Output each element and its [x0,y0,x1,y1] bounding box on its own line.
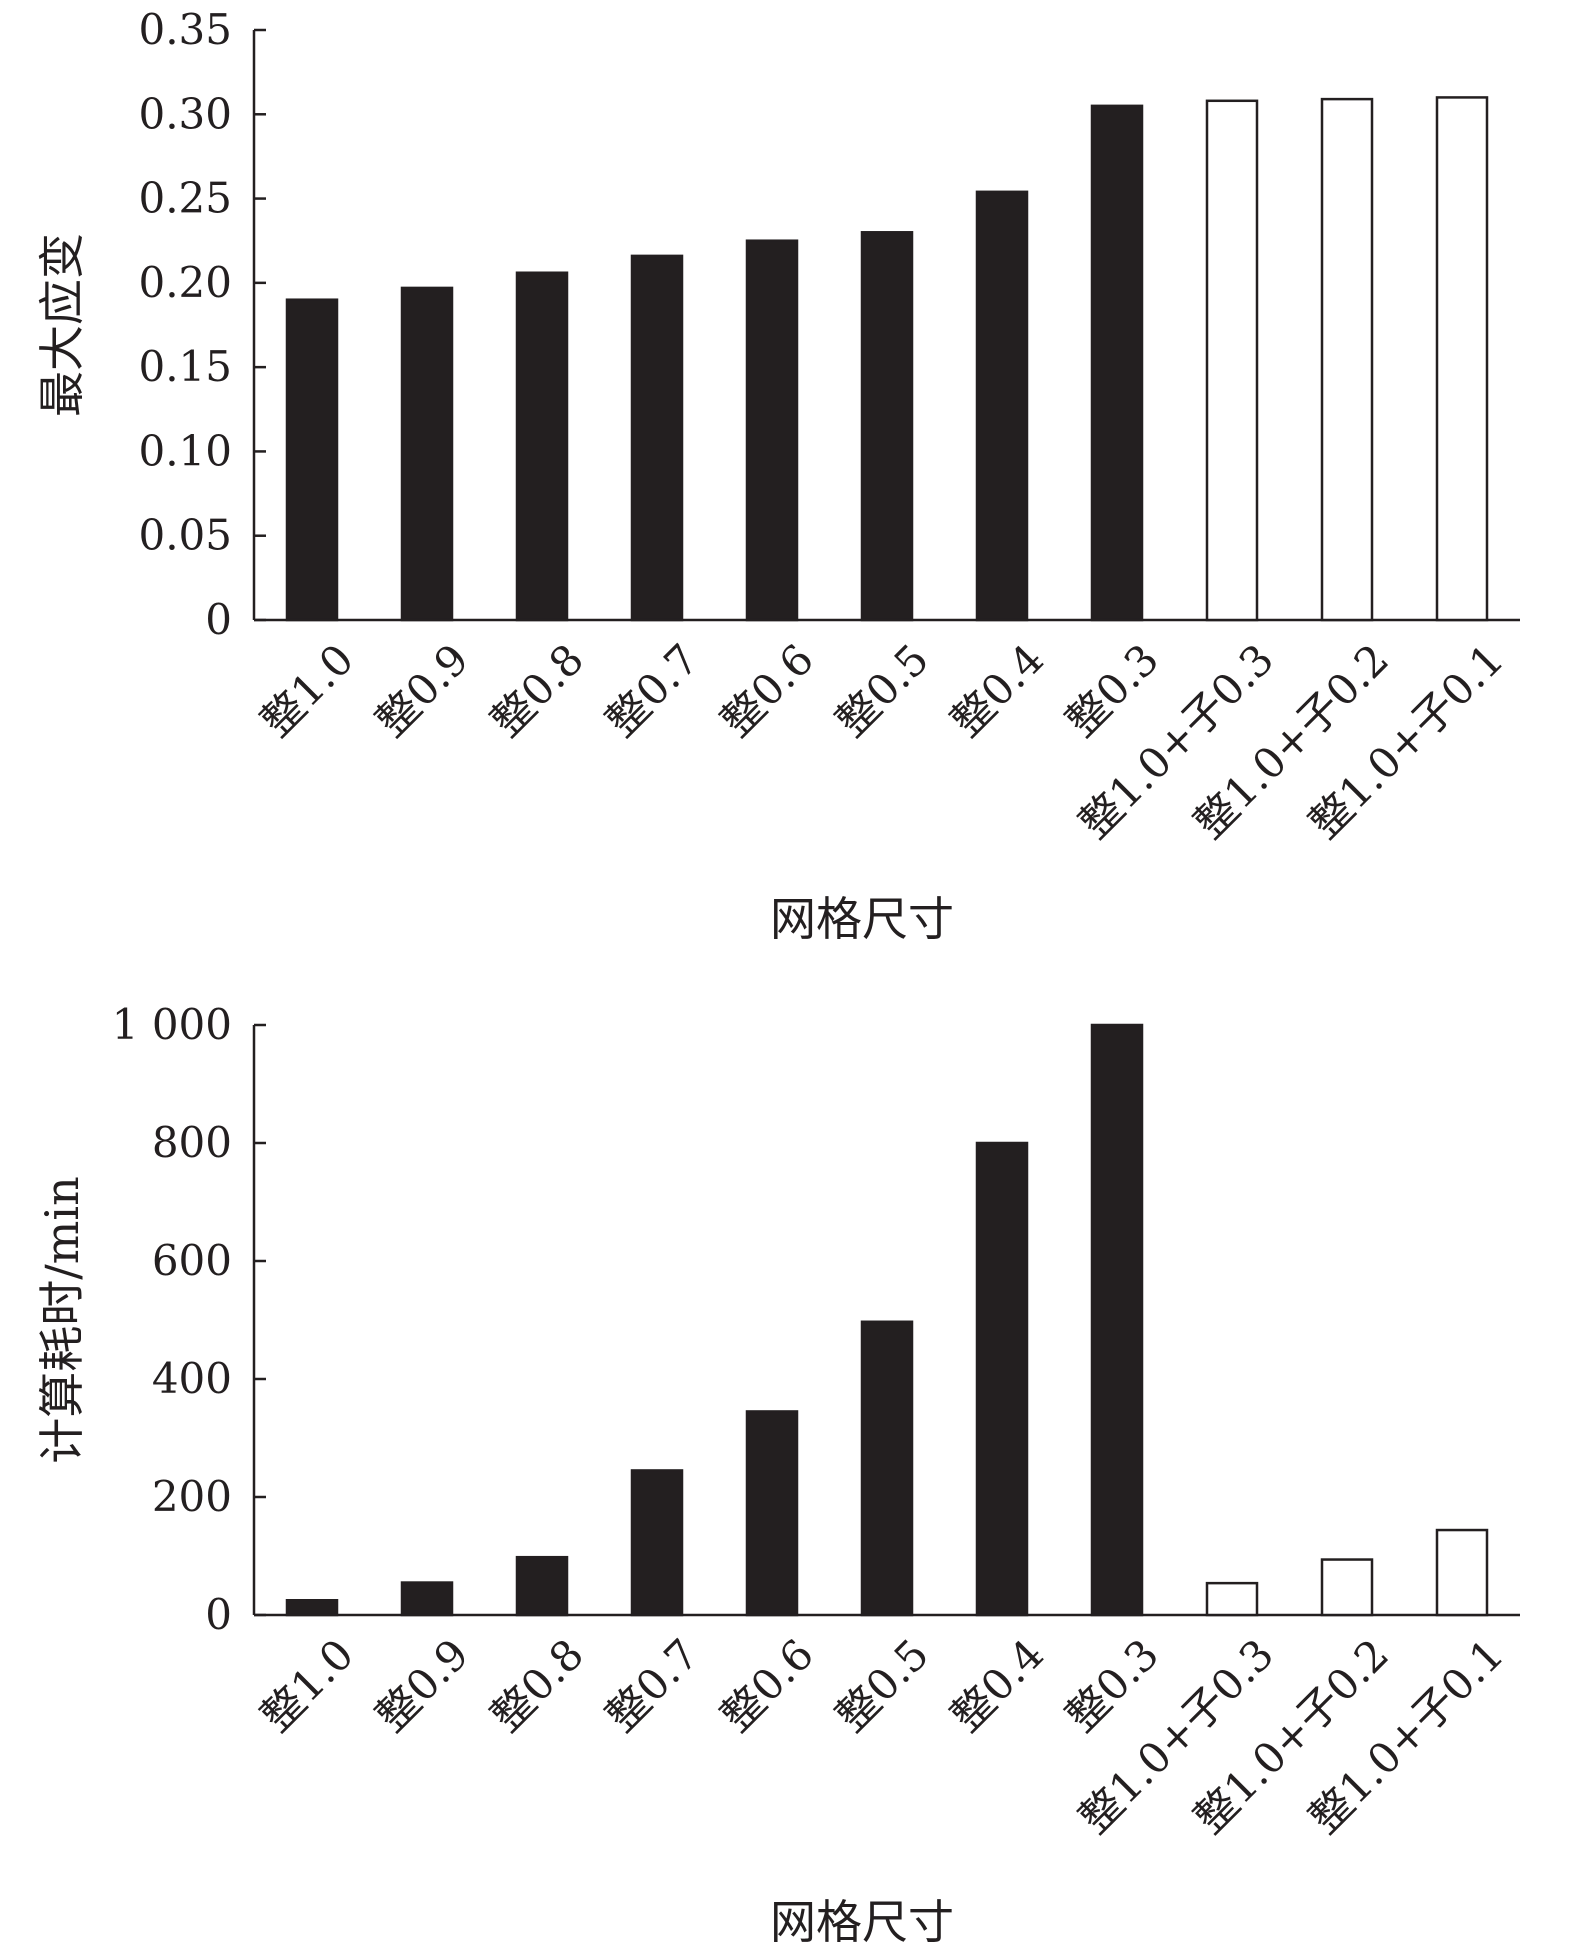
x-category-label: 整0.6 [712,634,824,746]
y-tick-label: 0 [205,1590,232,1639]
bar-4 [630,254,684,622]
y-tick-label: 600 [152,1236,232,1285]
x-category-label: 整1.0 [252,1629,364,1741]
x-category-label: 整0.8 [482,1629,594,1741]
bar-7 [975,1141,1029,1617]
bar-8 [1090,104,1144,622]
bar-5 [745,239,799,622]
y-axis-title: 计算耗时/min [35,1176,89,1463]
y-tick-label: 0.25 [138,174,232,223]
bar-11 [1435,96,1489,622]
y-tick-label: 400 [152,1354,232,1403]
bar-5 [745,1410,799,1617]
bar-4 [630,1469,684,1617]
bar-11 [1435,1528,1489,1617]
x-category-label: 整0.5 [827,1629,939,1741]
x-category-label: 整0.3 [1057,1629,1169,1741]
y-tick-label: 0.10 [138,426,232,475]
y-tick-label: 200 [152,1472,232,1521]
bar-6 [860,231,914,622]
bar-9 [1205,1581,1259,1617]
y-tick-label: 0.30 [138,89,232,138]
y-tick-label: 0.20 [138,258,232,307]
x-category-label: 整0.9 [367,634,479,746]
x-category-label: 整0.4 [942,634,1054,746]
x-category-label: 整0.7 [597,1629,709,1741]
bar-7 [975,190,1029,622]
x-axis-title: 网格尺寸 [770,892,954,946]
bar-1 [285,298,339,622]
bar-6 [860,1320,914,1617]
x-category-label: 整0.4 [942,1629,1054,1741]
y-tick-label: 0 [205,595,232,644]
bar-8 [1090,1023,1144,1617]
x-category-label: 整0.5 [827,634,939,746]
bar-2 [400,286,454,622]
bar-2 [400,1581,454,1617]
bar-10 [1320,1558,1374,1617]
x-category-label: 整1.0 [252,634,364,746]
y-tick-label: 0.35 [138,5,232,54]
x-category-label: 整0.9 [367,1629,479,1741]
y-tick-label: 0.15 [138,342,232,391]
y-axis-title: 最大应变 [35,233,89,417]
x-category-label: 整0.6 [712,1629,824,1741]
y-tick-label: 1 000 [112,1000,232,1049]
x-category-label: 整0.3 [1057,634,1169,746]
x-category-label: 整0.8 [482,634,594,746]
x-category-label: 整0.7 [597,634,709,746]
bar-1 [285,1599,339,1617]
bar-9 [1205,99,1259,622]
y-tick-label: 800 [152,1118,232,1167]
x-axis-title: 网格尺寸 [770,1895,954,1949]
y-tick-label: 0.05 [138,511,232,560]
bar-10 [1320,97,1374,622]
bar-3 [515,271,569,622]
bar-3 [515,1555,569,1617]
